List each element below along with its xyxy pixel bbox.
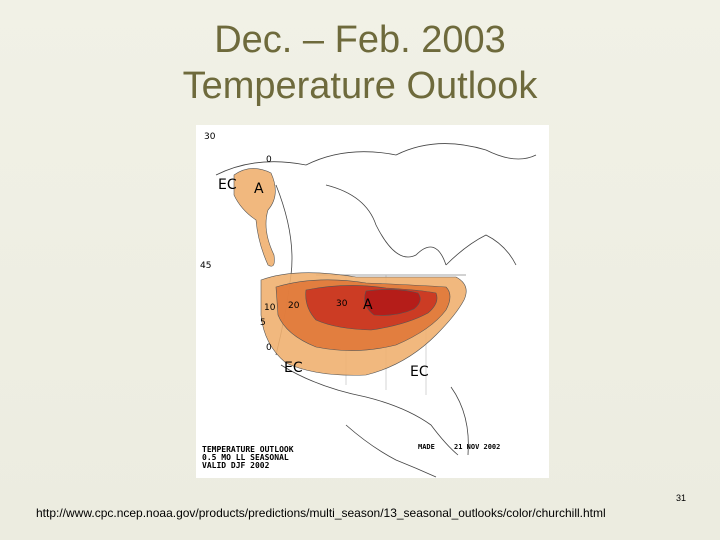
lat-label-30: 30 bbox=[204, 132, 216, 142]
gulf-coast bbox=[280, 364, 459, 456]
legend-line3: VALID DJF 2002 bbox=[202, 461, 270, 470]
slide-title-line1: Dec. – Feb. 2003 bbox=[214, 19, 506, 61]
slide-title-line2: Temperature Outlook bbox=[182, 65, 538, 107]
made-date: 21 NOV 2002 bbox=[454, 443, 500, 451]
temperature-outlook-map: 30 45 EC A EC EC A 0 10 20 30 5 0 TEMPER… bbox=[196, 125, 549, 478]
map-canvas: 30 45 EC A EC EC A 0 10 20 30 5 0 TEMPER… bbox=[196, 125, 549, 478]
contour-label-0-alaska: 0 bbox=[266, 155, 272, 165]
west-ec-label: EC bbox=[284, 360, 303, 376]
central-a-label: A bbox=[363, 297, 373, 313]
legend-line1: TEMPERATURE OUTLOOK bbox=[202, 445, 294, 454]
contour-label-0-south: 0 bbox=[266, 343, 272, 353]
alaska-ec-label: EC bbox=[218, 177, 237, 193]
mexico-outline bbox=[345, 424, 437, 478]
slide-number: 31 bbox=[676, 493, 687, 503]
contour-label-20: 20 bbox=[288, 301, 300, 311]
arctic-coast bbox=[215, 143, 537, 176]
labrador-coast bbox=[445, 234, 517, 266]
legend-line2: 0.5 MO LL SEASONAL bbox=[202, 453, 289, 462]
hudson-bay-outline bbox=[325, 184, 447, 266]
alaska-a-label: A bbox=[254, 181, 264, 197]
us-warm-core bbox=[364, 289, 421, 316]
source-url: http://www.cpc.ncep.noaa.gov/products/pr… bbox=[36, 506, 606, 520]
made-label: MADE bbox=[418, 443, 435, 451]
contour-label-10: 10 bbox=[264, 303, 276, 313]
lat-label-45: 45 bbox=[200, 261, 211, 271]
contour-label-5: 5 bbox=[260, 318, 266, 328]
alaska-warm-region bbox=[233, 168, 276, 267]
florida-outline bbox=[450, 386, 469, 456]
contour-label-30: 30 bbox=[336, 299, 348, 309]
east-ec-label: EC bbox=[410, 364, 429, 380]
